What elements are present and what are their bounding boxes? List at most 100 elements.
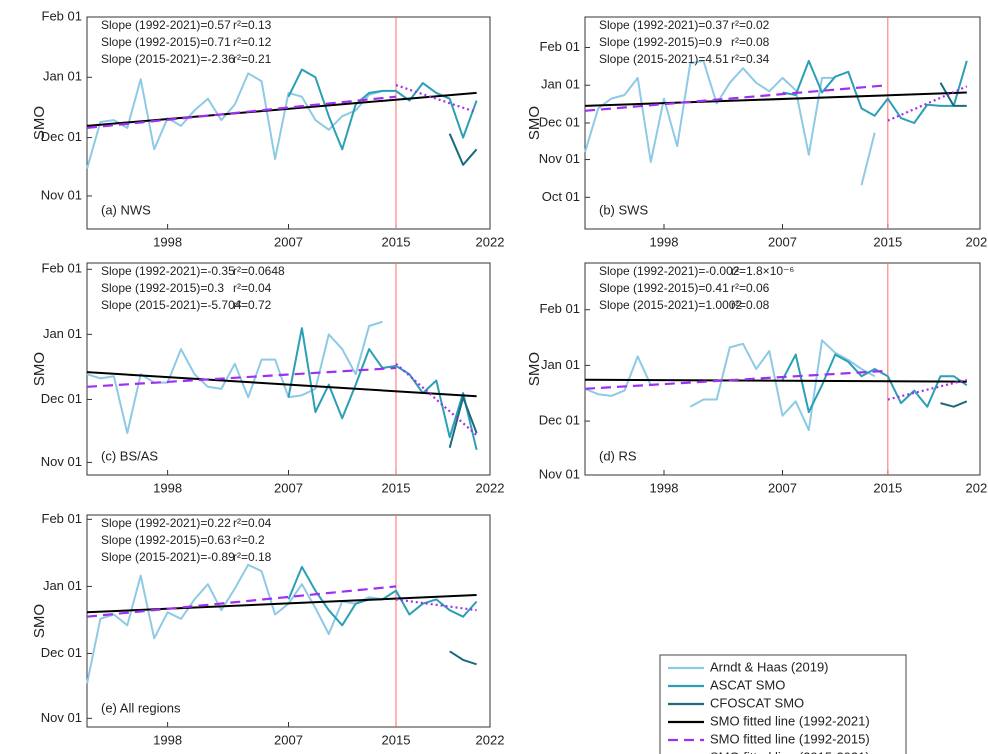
x-tick-label: 2015 [873, 480, 902, 495]
y-tick-label: Feb 01 [42, 8, 82, 23]
legend: Arndt & Haas (2019) ASCAT SMO CFOSCAT SMO S… [659, 654, 907, 754]
panel: Nov 01 Dec 01 Jan 01 Feb 01 1998 2007 2015 2022… [31, 511, 504, 748]
slope-annotation: Slope (2015-2021)=4.51 [599, 52, 729, 66]
slope-annotation: Slope (1992-2015)=0.63 [101, 533, 231, 547]
y-tick-label: Dec 01 [539, 114, 580, 129]
series-line [584, 378, 967, 383]
r2-annotation: r²=0.04 [233, 516, 272, 530]
series-line [448, 133, 478, 166]
y-tick-label: Jan 01 [43, 69, 82, 84]
y-tick-label: Feb 01 [540, 301, 580, 316]
x-tick-label: 1998 [153, 234, 182, 249]
x-tick-label: 2022 [966, 480, 988, 495]
legend-label: ASCAT SMO [710, 677, 785, 692]
x-tick-label: 2007 [768, 480, 797, 495]
panel: Oct 01 Nov 01 Dec 01 Jan 01 Feb 01 1998 2007 20… [526, 16, 988, 249]
y-tick-label: Jan 01 [43, 578, 82, 593]
x-tick-label: 1998 [650, 480, 679, 495]
y-tick-label: Jan 01 [43, 326, 82, 341]
r2-annotation: r²=0.0648 [233, 264, 285, 278]
slope-annotation: Slope (1992-2015)=0.9 [599, 35, 722, 49]
r2-annotation: r²=1.8×10⁻⁶ [731, 264, 794, 278]
legend-label: CFOSCAT SMO [710, 695, 804, 710]
slope-annotation: Slope (1992-2021)=0.57 [101, 18, 231, 32]
panel-label: (d) RS [599, 448, 637, 463]
series-line [395, 84, 477, 114]
slope-annotation: Slope (1992-2021)=0.37 [599, 18, 729, 32]
series-line [584, 91, 967, 107]
slope-annotation: Slope (2015-2021)=-0.89 [101, 550, 235, 564]
series-line [86, 95, 397, 129]
r2-annotation: r²=0.02 [731, 18, 770, 32]
series-line [584, 84, 888, 112]
y-tick-label: Feb 01 [540, 39, 580, 54]
slope-annotation: Slope (1992-2015)=0.41 [599, 281, 729, 295]
series-line [584, 339, 876, 432]
r2-annotation: r²=0.08 [731, 35, 770, 49]
legend-label: SMO fitted line (1992-2015) [710, 731, 870, 746]
x-tick-label: 2007 [768, 234, 797, 249]
slope-annotation: Slope (1992-2021)=0.22 [101, 516, 231, 530]
x-tick-label: 2022 [476, 480, 505, 495]
plot-frame [584, 262, 981, 476]
y-tick-label: Nov 01 [41, 710, 82, 725]
r2-annotation: r²=0.06 [731, 281, 770, 295]
series-line [584, 369, 888, 390]
series-line [584, 59, 876, 186]
series-line [86, 371, 477, 398]
slope-annotation: Slope (2015-2021)=1.0002 [599, 298, 742, 312]
r2-annotation: r²=0.13 [233, 18, 272, 32]
series-line [449, 650, 477, 666]
series-line [939, 82, 967, 107]
legend-label: Arndt & Haas (2019) [710, 659, 829, 674]
series-line [887, 85, 968, 122]
y-tick-label: Feb 01 [42, 511, 82, 526]
x-tick-label: 2015 [382, 480, 411, 495]
x-tick-label: 2015 [382, 732, 411, 747]
y-tick-label: Nov 01 [41, 454, 82, 469]
x-tick-label: 2007 [274, 480, 303, 495]
y-axis-label: SMO [31, 106, 48, 140]
plot-frame [86, 514, 491, 728]
series-line [86, 320, 383, 434]
r2-annotation: r²=0.08 [731, 298, 770, 312]
panel-label: (a) NWS [101, 202, 151, 217]
x-tick-label: 1998 [650, 234, 679, 249]
series-line [86, 366, 397, 388]
x-tick-label: 2015 [382, 234, 411, 249]
y-tick-label: Nov 01 [41, 187, 82, 202]
y-axis-label: SMO [526, 352, 543, 386]
series-line [448, 396, 478, 448]
r2-annotation: r²=0.34 [731, 52, 770, 66]
panel: Nov 01 Dec 01 Jan 01 Feb 01 1998 2007 2015 2022… [31, 8, 504, 249]
legend-label: SMO fitted line (1992-2021) [710, 713, 870, 728]
y-axis-label: SMO [31, 352, 48, 386]
y-tick-label: Nov 01 [539, 151, 580, 166]
series-line [782, 59, 968, 124]
panel-label: (e) All regions [101, 700, 181, 715]
slope-annotation: Slope (2015-2021)=-2.36 [101, 52, 235, 66]
plot-frame [86, 16, 491, 230]
plot-frame [86, 262, 491, 476]
y-tick-label: Jan 01 [541, 77, 580, 92]
y-tick-label: Dec 01 [41, 645, 82, 660]
series-line [395, 598, 477, 612]
y-axis-label: SMO [31, 604, 48, 638]
x-tick-label: 1998 [153, 480, 182, 495]
r2-annotation: r²=0.21 [233, 52, 272, 66]
x-tick-label: 2007 [274, 234, 303, 249]
y-axis-label: SMO [526, 106, 543, 140]
y-tick-label: Dec 01 [539, 413, 580, 428]
y-tick-label: Feb 01 [42, 261, 82, 276]
x-tick-label: 2022 [966, 234, 988, 249]
r2-annotation: r²=0.2 [233, 533, 265, 547]
y-tick-label: Jan 01 [541, 357, 580, 372]
series-line [287, 68, 478, 151]
slope-annotation: Slope (1992-2021)=-0.002 [599, 264, 740, 278]
slope-annotation: Slope (1992-2021)=-0.35 [101, 264, 235, 278]
y-tick-label: Nov 01 [539, 466, 580, 481]
slope-annotation: Slope (1992-2015)=0.71 [101, 35, 231, 49]
series-line [940, 400, 968, 408]
r2-annotation: r²=0.04 [233, 281, 272, 295]
slope-annotation: Slope (2015-2021)=-5.704 [101, 298, 242, 312]
